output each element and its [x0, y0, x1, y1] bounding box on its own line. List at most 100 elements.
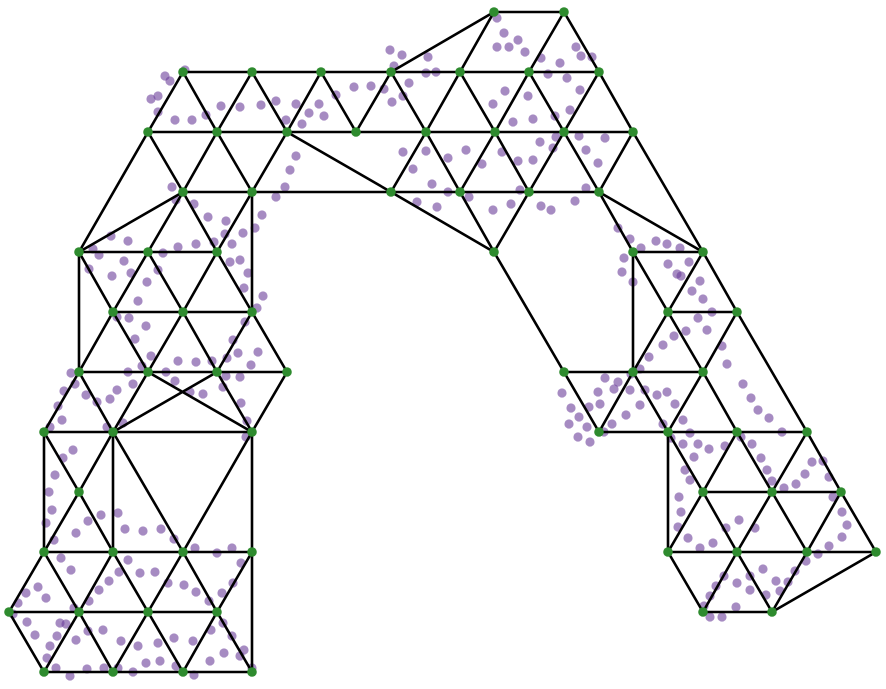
sample-point [564, 419, 573, 428]
mesh-edge [79, 312, 113, 372]
sample-point [57, 415, 66, 424]
mesh-edge [356, 72, 391, 132]
sample-point [800, 469, 809, 478]
mesh-edge [148, 552, 183, 612]
mesh-node [489, 247, 499, 257]
sample-point [235, 372, 244, 381]
mesh-node [802, 547, 812, 557]
mesh-edge [183, 132, 217, 192]
mesh-node [247, 427, 257, 437]
sample-point [698, 294, 707, 303]
sample-point [566, 403, 575, 412]
mesh-node [871, 547, 881, 557]
sample-point [297, 119, 306, 128]
mesh-edge [252, 72, 287, 132]
mesh-edge [252, 372, 287, 432]
mesh-node [108, 307, 118, 317]
sample-point [575, 85, 584, 94]
sample-point [670, 399, 679, 408]
mesh-node [386, 187, 396, 197]
mesh-edge [772, 492, 807, 552]
sample-point [179, 580, 188, 589]
mesh-edge [183, 552, 217, 612]
sample-point [745, 585, 754, 594]
sample-point [66, 368, 75, 377]
mesh-edge [183, 72, 217, 132]
mesh-edge [703, 552, 737, 612]
sample-point [837, 532, 846, 541]
sample-point [173, 242, 182, 251]
sample-point [285, 165, 294, 174]
sample-point [651, 236, 660, 245]
mesh-node [455, 67, 465, 77]
mesh-edge [633, 252, 668, 312]
sample-point [227, 239, 236, 248]
mesh-node [143, 127, 153, 137]
sample-point [56, 553, 65, 562]
sample-point [280, 182, 289, 191]
mesh-edge [599, 72, 633, 132]
sample-point [732, 578, 741, 587]
sample-point [617, 267, 626, 276]
sample-point [644, 352, 653, 361]
sample-point [546, 205, 555, 214]
mesh-node [108, 427, 118, 437]
mesh-node [178, 547, 188, 557]
sample-point [734, 515, 743, 524]
sample-point [107, 271, 116, 280]
sample-point [258, 291, 267, 300]
sample-point [576, 51, 585, 60]
sample-point [30, 630, 39, 639]
sample-point [662, 239, 671, 248]
sample-point [105, 394, 114, 403]
sample-point [169, 633, 178, 642]
mesh-node [316, 67, 326, 77]
mesh-node [39, 667, 49, 677]
mesh-node [178, 667, 188, 677]
mesh-node [594, 187, 604, 197]
mesh-edge [217, 552, 252, 612]
mesh-node [663, 307, 673, 317]
mesh-node [39, 547, 49, 557]
sample-point [235, 102, 244, 111]
sample-point [500, 86, 509, 95]
sample-point [662, 387, 671, 396]
sample-point [83, 516, 92, 525]
mesh-node [628, 247, 638, 257]
sample-point [123, 555, 132, 564]
mesh-edge [633, 132, 703, 252]
mesh-node [732, 427, 742, 437]
mesh-node [836, 487, 846, 497]
sample-point [488, 205, 497, 214]
mesh-node [212, 367, 222, 377]
sample-point [71, 528, 80, 537]
mesh-node [247, 67, 257, 77]
sample-point [22, 617, 31, 626]
sample-point [504, 42, 513, 51]
sample-point [253, 347, 262, 356]
sample-point [41, 593, 50, 602]
mesh-node [594, 427, 604, 437]
sample-point [758, 564, 767, 573]
sample-point [133, 641, 142, 650]
sample-point [762, 465, 771, 474]
sample-point [523, 91, 532, 100]
sample-point [513, 35, 522, 44]
sample-point [47, 505, 56, 514]
sample-point [571, 42, 580, 51]
mesh-node [247, 187, 257, 197]
mesh-edge [79, 432, 113, 492]
mesh-edge [217, 312, 252, 372]
sample-point [398, 147, 407, 156]
mesh-edge [287, 132, 391, 192]
sample-point [55, 618, 64, 627]
mesh-node [282, 127, 292, 137]
sample-point [652, 390, 661, 399]
mesh-node [108, 667, 118, 677]
sample-point [695, 276, 704, 285]
sample-point [146, 94, 155, 103]
sample-point [225, 257, 234, 266]
mesh-edge [391, 192, 494, 252]
mesh-edge [703, 372, 737, 432]
mesh-edge [703, 252, 737, 312]
